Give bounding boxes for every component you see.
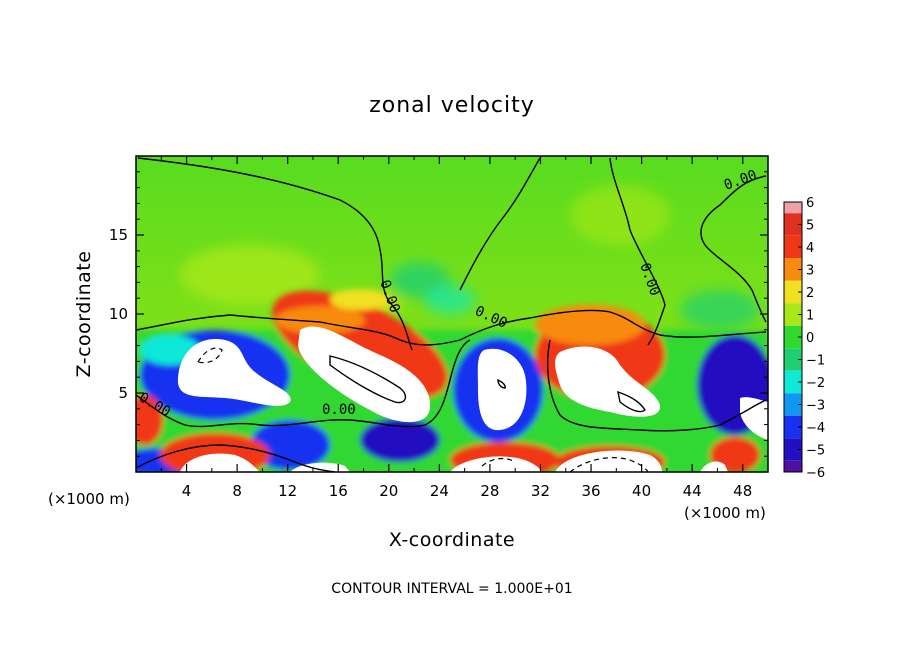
x-tick-label: 8 — [232, 482, 242, 500]
contour-interval-note: CONTOUR INTERVAL = 1.000E+01 — [331, 581, 572, 597]
x-tick-label: 16 — [329, 482, 348, 500]
y-tick-label: 5 — [118, 384, 128, 402]
x-axis-ticks: 4 8 12 16 20 24 28 32 36 40 44 48 — [160, 156, 752, 500]
colorbar-swatch — [784, 202, 802, 214]
colorbar-swatch — [784, 303, 802, 326]
colorbar-swatch — [784, 280, 802, 304]
x-tick-label: 32 — [531, 482, 550, 500]
colorbar-label: −5 — [806, 444, 825, 459]
y-tick-label: 15 — [109, 226, 128, 244]
colorbar-label: 2 — [806, 286, 814, 301]
colorbar-label: 3 — [806, 264, 814, 279]
colorbar-swatch — [784, 258, 802, 281]
x-tick-label: 4 — [182, 482, 192, 500]
colorbar-label: −1 — [806, 354, 825, 369]
velocity-field — [136, 156, 768, 472]
x-tick-label: 44 — [683, 482, 702, 500]
colorbar-label: 0 — [806, 331, 814, 346]
y-tick-label: 10 — [109, 305, 128, 323]
y-axis-ticks: 5 10 15 — [109, 171, 768, 457]
x-tick-label: 48 — [733, 482, 752, 500]
negative-contours — [197, 347, 649, 472]
colorbar-swatch — [784, 235, 802, 259]
colorbar-swatch — [784, 370, 802, 394]
chart-title: zonal velocity — [369, 93, 535, 118]
x-tick-label: 24 — [430, 482, 449, 500]
y-axis-label: Z-coordinate — [73, 251, 95, 378]
colorbar-label: −2 — [806, 376, 825, 391]
colorbar-label: 1 — [806, 309, 814, 324]
x-tick-label: 20 — [379, 482, 398, 500]
colorbar-label: −4 — [806, 421, 825, 436]
colorbar-swatch — [784, 393, 802, 416]
colorbar-label: −6 — [806, 466, 825, 481]
colorbar-swatch — [784, 438, 802, 461]
contour-label: 0.00 — [322, 402, 356, 418]
colorbar-label: 5 — [806, 219, 814, 234]
colorbar-swatch — [784, 415, 802, 439]
x-axis-label: X-coordinate — [389, 529, 515, 551]
colorbar-label: 4 — [806, 241, 814, 256]
colorbar-label: −3 — [806, 399, 825, 414]
contour-lines — [136, 157, 767, 472]
colorbar-swatch — [784, 325, 802, 349]
colorbar-swatch — [784, 348, 802, 371]
x-tick-label: 12 — [278, 482, 297, 500]
x-unit-right: (×1000 m) — [684, 504, 766, 522]
colorbar-swatch — [784, 460, 802, 472]
colorbar-label: 6 — [806, 196, 814, 211]
colorbar-swatch — [784, 213, 802, 236]
x-tick-label: 36 — [581, 482, 600, 500]
colorbar: 6 5 4 3 2 1 0 −1 −2 −3 −4 −5 −6 — [783, 196, 825, 481]
x-tick-label: 40 — [632, 482, 651, 500]
x-tick-label: 28 — [480, 482, 499, 500]
x-unit-left: (×1000 m) — [48, 490, 130, 508]
